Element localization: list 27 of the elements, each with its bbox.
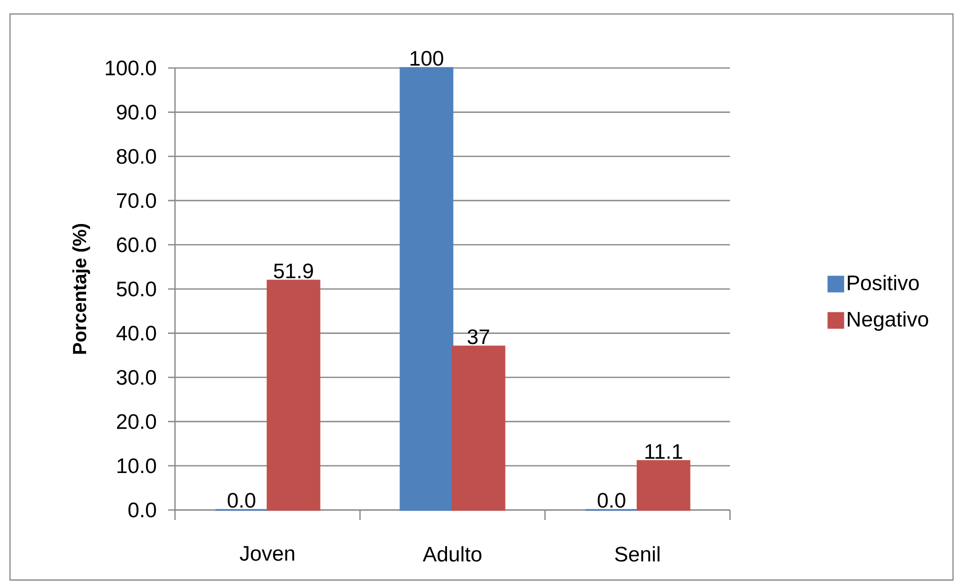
x-tick-label: Senil: [615, 546, 660, 562]
bar: [452, 346, 506, 511]
y-tick-label: 20.0: [117, 414, 156, 430]
legend-label: Positivo: [848, 274, 919, 290]
y-tick-label: 100.0: [106, 60, 156, 76]
y-tick-label: 60.0: [117, 237, 156, 252]
data-label: 0.0: [598, 492, 626, 508]
y-tick-label: 10.0: [118, 458, 156, 474]
y-tick-label: 50.0: [116, 282, 156, 296]
y-tick-label: 30.0: [116, 370, 156, 385]
bar: [636, 460, 690, 511]
bar: [266, 280, 320, 511]
y-tick-label: 70.0: [117, 193, 156, 208]
y-axis-title: Porcentaje (%): [72, 224, 90, 354]
data-label: 37: [468, 329, 490, 344]
data-label: 11.1: [645, 444, 682, 459]
data-label: 0.0: [228, 492, 256, 508]
bar: [400, 67, 454, 511]
data-label: 100: [410, 50, 444, 66]
y-tick-label: 40.0: [116, 326, 156, 341]
y-tick-label: 90.0: [116, 104, 156, 120]
y-tick-label: 80.0: [116, 148, 156, 164]
legend-label: Negativo: [848, 311, 928, 331]
data-label: 51.9: [274, 264, 313, 278]
x-tick-label: Adulto: [422, 546, 482, 562]
x-tick-label: Joven: [240, 546, 294, 561]
y-tick-label: 0.0: [128, 502, 156, 518]
